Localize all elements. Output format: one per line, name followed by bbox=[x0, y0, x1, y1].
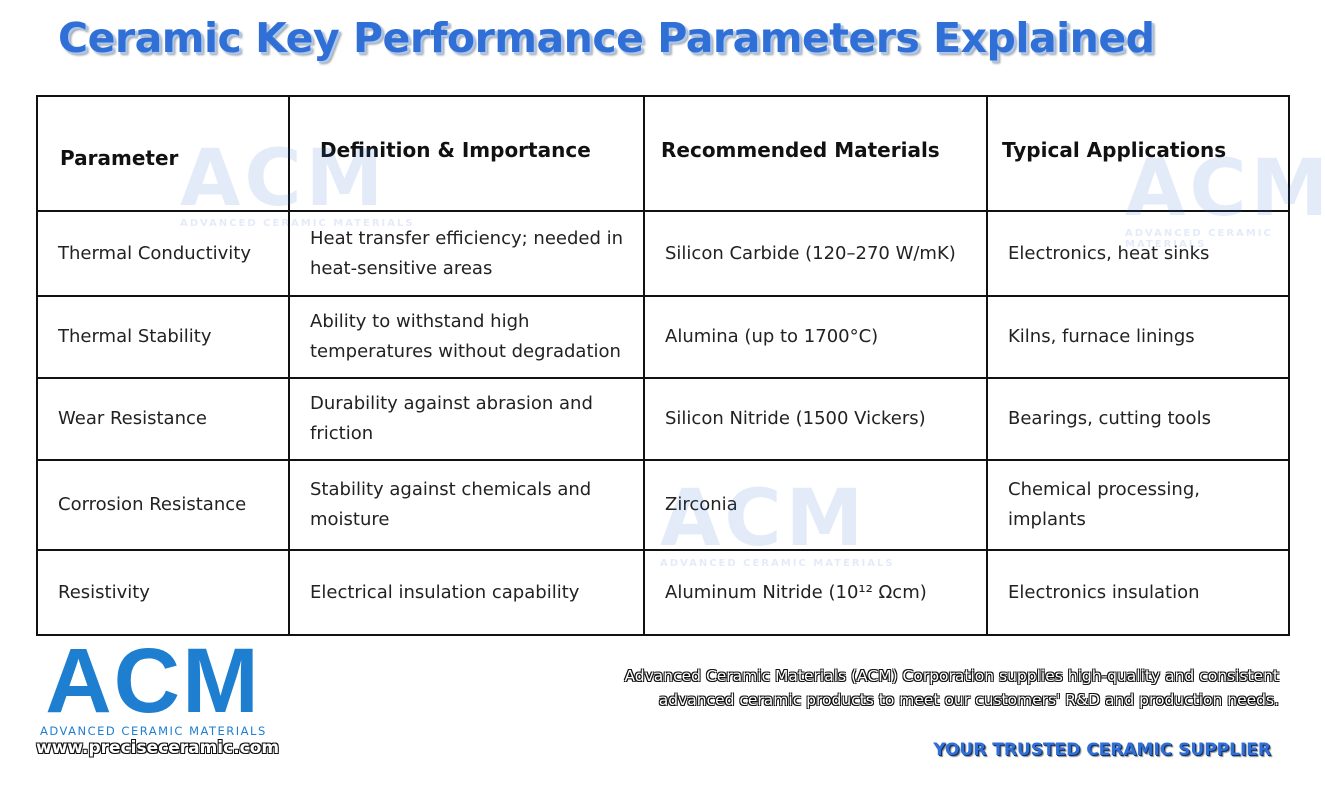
table-row: Thermal Conductivity Heat transfer effic… bbox=[36, 210, 1290, 297]
acm-logo: ACM ADVANCED CERAMIC MATERIALS bbox=[40, 630, 267, 738]
table-cell-definition: Heat transfer efficiency; needed in heat… bbox=[288, 210, 645, 297]
table-header-row: Parameter Definition & Importance Recomm… bbox=[36, 95, 1290, 212]
logo-letters: ACM bbox=[45, 630, 261, 732]
table-row: Wear Resistance Durability against abras… bbox=[36, 377, 1290, 461]
table-cell-definition: Stability against chemicals and moisture bbox=[288, 459, 645, 551]
table-cell-parameter: Corrosion Resistance bbox=[36, 459, 290, 551]
logo-subtitle: ADVANCED CERAMIC MATERIALS bbox=[40, 724, 267, 738]
table-row: Thermal Stability Ability to withstand h… bbox=[36, 295, 1290, 379]
table-cell-definition: Durability against abrasion and friction bbox=[288, 377, 645, 461]
table-cell-applications: Electronics, heat sinks bbox=[986, 210, 1290, 297]
blurb-line: Advanced Ceramic Materials (ACM) Corpora… bbox=[624, 667, 1279, 685]
column-header: Parameter bbox=[36, 95, 290, 212]
page-title: Ceramic Key Performance Parameters Expla… bbox=[58, 14, 1155, 62]
table-cell-definition: Electrical insulation capability bbox=[288, 549, 645, 636]
table-cell-materials: Aluminum Nitride (10¹² Ωcm) bbox=[643, 549, 988, 636]
table-cell-parameter: Thermal Conductivity bbox=[36, 210, 290, 297]
table-cell-materials: Silicon Carbide (120–270 W/mK) bbox=[643, 210, 988, 297]
table-cell-materials: Alumina (up to 1700°C) bbox=[643, 295, 988, 379]
table-cell-parameter: Thermal Stability bbox=[36, 295, 290, 379]
table-cell-applications: Chemical processing, implants bbox=[986, 459, 1290, 551]
table-cell-materials: Zirconia bbox=[643, 459, 988, 551]
table-cell-materials: Silicon Nitride (1500 Vickers) bbox=[643, 377, 988, 461]
company-blurb: Advanced Ceramic Materials (ACM) Corpora… bbox=[624, 664, 1279, 712]
blurb-line: advanced ceramic products to meet our cu… bbox=[658, 691, 1279, 709]
website-url[interactable]: www.preciseceramic.com bbox=[36, 738, 280, 758]
parameters-table: Parameter Definition & Importance Recomm… bbox=[36, 95, 1290, 636]
table-cell-applications: Bearings, cutting tools bbox=[986, 377, 1290, 461]
table-row: Corrosion Resistance Stability against c… bbox=[36, 459, 1290, 551]
table-cell-applications: Electronics insulation bbox=[986, 549, 1290, 636]
table-cell-parameter: Resistivity bbox=[36, 549, 290, 636]
table-row: Resistivity Electrical insulation capabi… bbox=[36, 549, 1290, 636]
tagline: YOUR TRUSTED CERAMIC SUPPLIER bbox=[933, 740, 1271, 760]
table-cell-applications: Kilns, furnace linings bbox=[986, 295, 1290, 379]
table-cell-definition: Ability to withstand high temperatures w… bbox=[288, 295, 645, 379]
column-header: Definition & Importance bbox=[288, 95, 645, 212]
column-header: Recommended Materials bbox=[643, 95, 988, 212]
column-header: Typical Applications bbox=[986, 95, 1290, 212]
table-cell-parameter: Wear Resistance bbox=[36, 377, 290, 461]
